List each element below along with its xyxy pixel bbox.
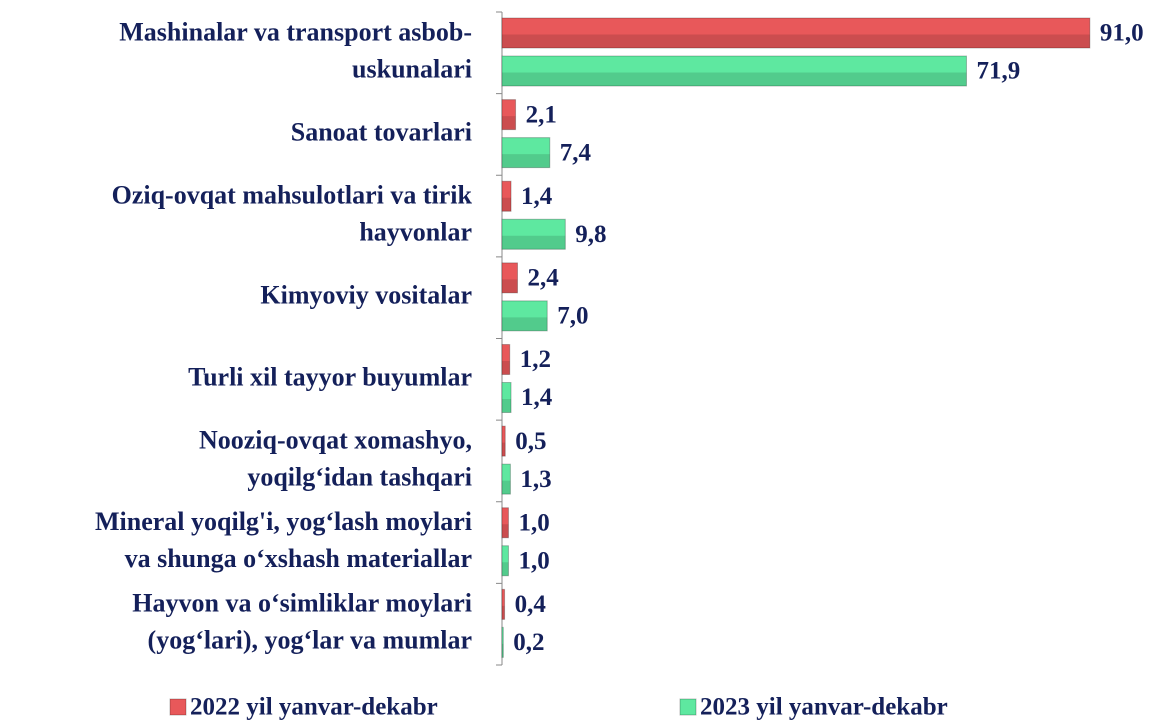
category-label: Oziq-ovqat mahsulotlari va tirik hayvonla… [112, 181, 473, 247]
bar [501, 626, 504, 658]
value-label: 71,9 [976, 58, 1020, 85]
value-label: 1,4 [521, 183, 553, 210]
bar [501, 99, 517, 131]
legend-swatch [169, 698, 187, 716]
bar-shade [502, 442, 506, 457]
value-label: 0,2 [513, 629, 544, 656]
value-label: 0,5 [515, 428, 546, 455]
bar-shade [502, 197, 512, 212]
bar-shade [502, 279, 518, 293]
value-label: 91,0 [1100, 20, 1144, 47]
bar-shade [502, 235, 566, 250]
value-label: 9,8 [575, 221, 606, 248]
bar-shade [502, 154, 550, 168]
value-label: 1,4 [521, 384, 553, 411]
value-label: 0,4 [515, 591, 547, 618]
category-label: Kimyoviy vositalar [260, 281, 472, 310]
value-label: 1,2 [520, 346, 551, 373]
value-label: 2,4 [528, 265, 560, 292]
bar-shade [502, 524, 509, 538]
bar-shade [502, 34, 1090, 48]
value-label: 7,4 [560, 139, 592, 166]
bar-shade [502, 643, 504, 658]
bar-shade [502, 361, 510, 375]
legend-label: 2022 yil yanvar-dekabr [190, 694, 438, 721]
bar [501, 218, 566, 250]
bar-shade [502, 399, 512, 413]
bar-shade [502, 480, 511, 495]
value-label: 1,0 [518, 547, 549, 574]
value-label: 1,0 [518, 509, 549, 536]
category-label: Mashinalar va transport asbob-uskunalari [119, 17, 472, 83]
bar [501, 17, 1091, 49]
bar [501, 463, 511, 495]
bar [501, 507, 509, 539]
value-label: 7,0 [557, 303, 588, 330]
bar [501, 55, 967, 87]
bar-shade [502, 116, 516, 130]
category-label: Turli xil tayyor buyumlar [188, 362, 472, 391]
category-label: Hayvon va o‘simliklar moylari (yog‘lari),… [132, 589, 472, 655]
bar-shade [502, 72, 967, 86]
bar [501, 425, 506, 457]
bar [501, 588, 506, 620]
bar [501, 262, 519, 294]
bar-shade [502, 605, 505, 620]
legend-label: 2023 yil yanvar-dekabr [700, 694, 948, 721]
category-label: Mineral yoqilg'i, yog‘lash moylari va shu… [95, 507, 472, 573]
bar [501, 545, 509, 577]
bar [501, 382, 512, 413]
bar-shade [502, 317, 548, 331]
category-label: Nooziq-ovqat xomashyo, yoqilg‘idan tashqa… [199, 425, 472, 491]
category-label: Sanoat tovarlari [291, 117, 472, 146]
value-label: 2,1 [526, 101, 557, 128]
bar-shade [502, 562, 509, 576]
bar [501, 137, 551, 169]
bar [501, 344, 511, 375]
bar [501, 180, 512, 212]
legend-swatch [679, 698, 697, 716]
bar [501, 300, 548, 332]
value-label: 1,3 [520, 466, 551, 493]
